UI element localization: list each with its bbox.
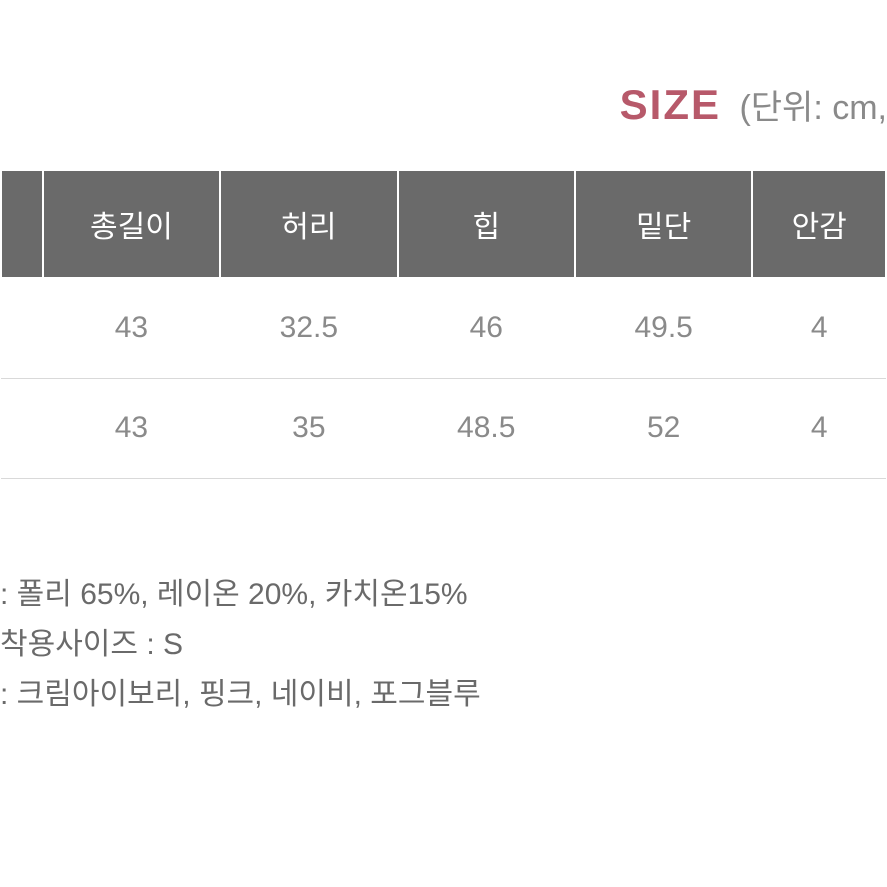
table-header-cell: 힙 [398, 170, 575, 278]
info-line-colors: : 크림아이보리, 핑크, 네이비, 포그블루 [0, 669, 887, 713]
table-cell: 48.5 [398, 378, 575, 478]
table-cell [1, 378, 43, 478]
table-cell: 4 [752, 378, 886, 478]
size-table: 총길이 허리 힙 밑단 안감 43 32.5 46 49.5 4 43 35 4… [0, 169, 887, 479]
info-line-material: : 폴리 65%, 레이온 20%, 카치온15% [0, 569, 887, 613]
info-line-wearsize: 착용사이즈 : S [0, 619, 887, 663]
unit-label: (단위: cm, [739, 89, 887, 127]
table-header-cell: 안감 [752, 170, 886, 278]
size-title: SIZE [620, 81, 721, 128]
table-cell: 52 [575, 378, 752, 478]
table-cell [1, 278, 43, 378]
title-row: SIZE (단위: cm, [0, 80, 887, 129]
table-header-cell [1, 170, 43, 278]
table-cell: 49.5 [575, 278, 752, 378]
page-root: SIZE (단위: cm, 총길이 허리 힙 밑단 안감 43 [0, 0, 887, 713]
table-header-cell: 허리 [220, 170, 397, 278]
table-header-cell: 밑단 [575, 170, 752, 278]
table-header-row: 총길이 허리 힙 밑단 안감 [1, 170, 886, 278]
table-cell: 43 [43, 278, 220, 378]
table-cell: 43 [43, 378, 220, 478]
table-header-cell: 총길이 [43, 170, 220, 278]
table-cell: 4 [752, 278, 886, 378]
table-cell: 35 [220, 378, 397, 478]
table-row: 43 35 48.5 52 4 [1, 378, 886, 478]
info-block: : 폴리 65%, 레이온 20%, 카치온15% 착용사이즈 : S : 크림… [0, 569, 887, 713]
table-cell: 46 [398, 278, 575, 378]
table-row: 43 32.5 46 49.5 4 [1, 278, 886, 378]
table-cell: 32.5 [220, 278, 397, 378]
